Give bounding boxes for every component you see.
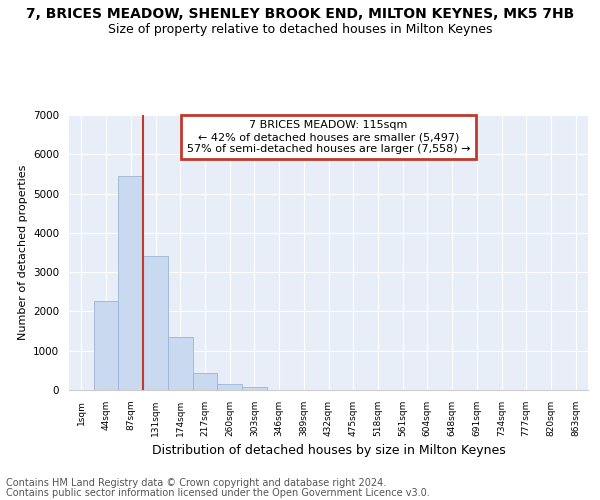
Text: 7, BRICES MEADOW, SHENLEY BROOK END, MILTON KEYNES, MK5 7HB: 7, BRICES MEADOW, SHENLEY BROOK END, MIL… xyxy=(26,8,574,22)
Text: Contains public sector information licensed under the Open Government Licence v3: Contains public sector information licen… xyxy=(6,488,430,498)
Bar xyxy=(168,338,193,390)
Bar xyxy=(193,373,217,390)
Text: 7 BRICES MEADOW: 115sqm
← 42% of detached houses are smaller (5,497)
57% of semi: 7 BRICES MEADOW: 115sqm ← 42% of detache… xyxy=(187,120,470,154)
Bar xyxy=(143,256,168,390)
Bar xyxy=(118,176,143,390)
X-axis label: Distribution of detached houses by size in Milton Keynes: Distribution of detached houses by size … xyxy=(152,444,505,458)
Bar xyxy=(94,301,118,390)
Y-axis label: Number of detached properties: Number of detached properties xyxy=(17,165,28,340)
Text: Size of property relative to detached houses in Milton Keynes: Size of property relative to detached ho… xyxy=(108,22,492,36)
Bar xyxy=(217,384,242,390)
Bar xyxy=(242,387,267,390)
Text: Contains HM Land Registry data © Crown copyright and database right 2024.: Contains HM Land Registry data © Crown c… xyxy=(6,478,386,488)
